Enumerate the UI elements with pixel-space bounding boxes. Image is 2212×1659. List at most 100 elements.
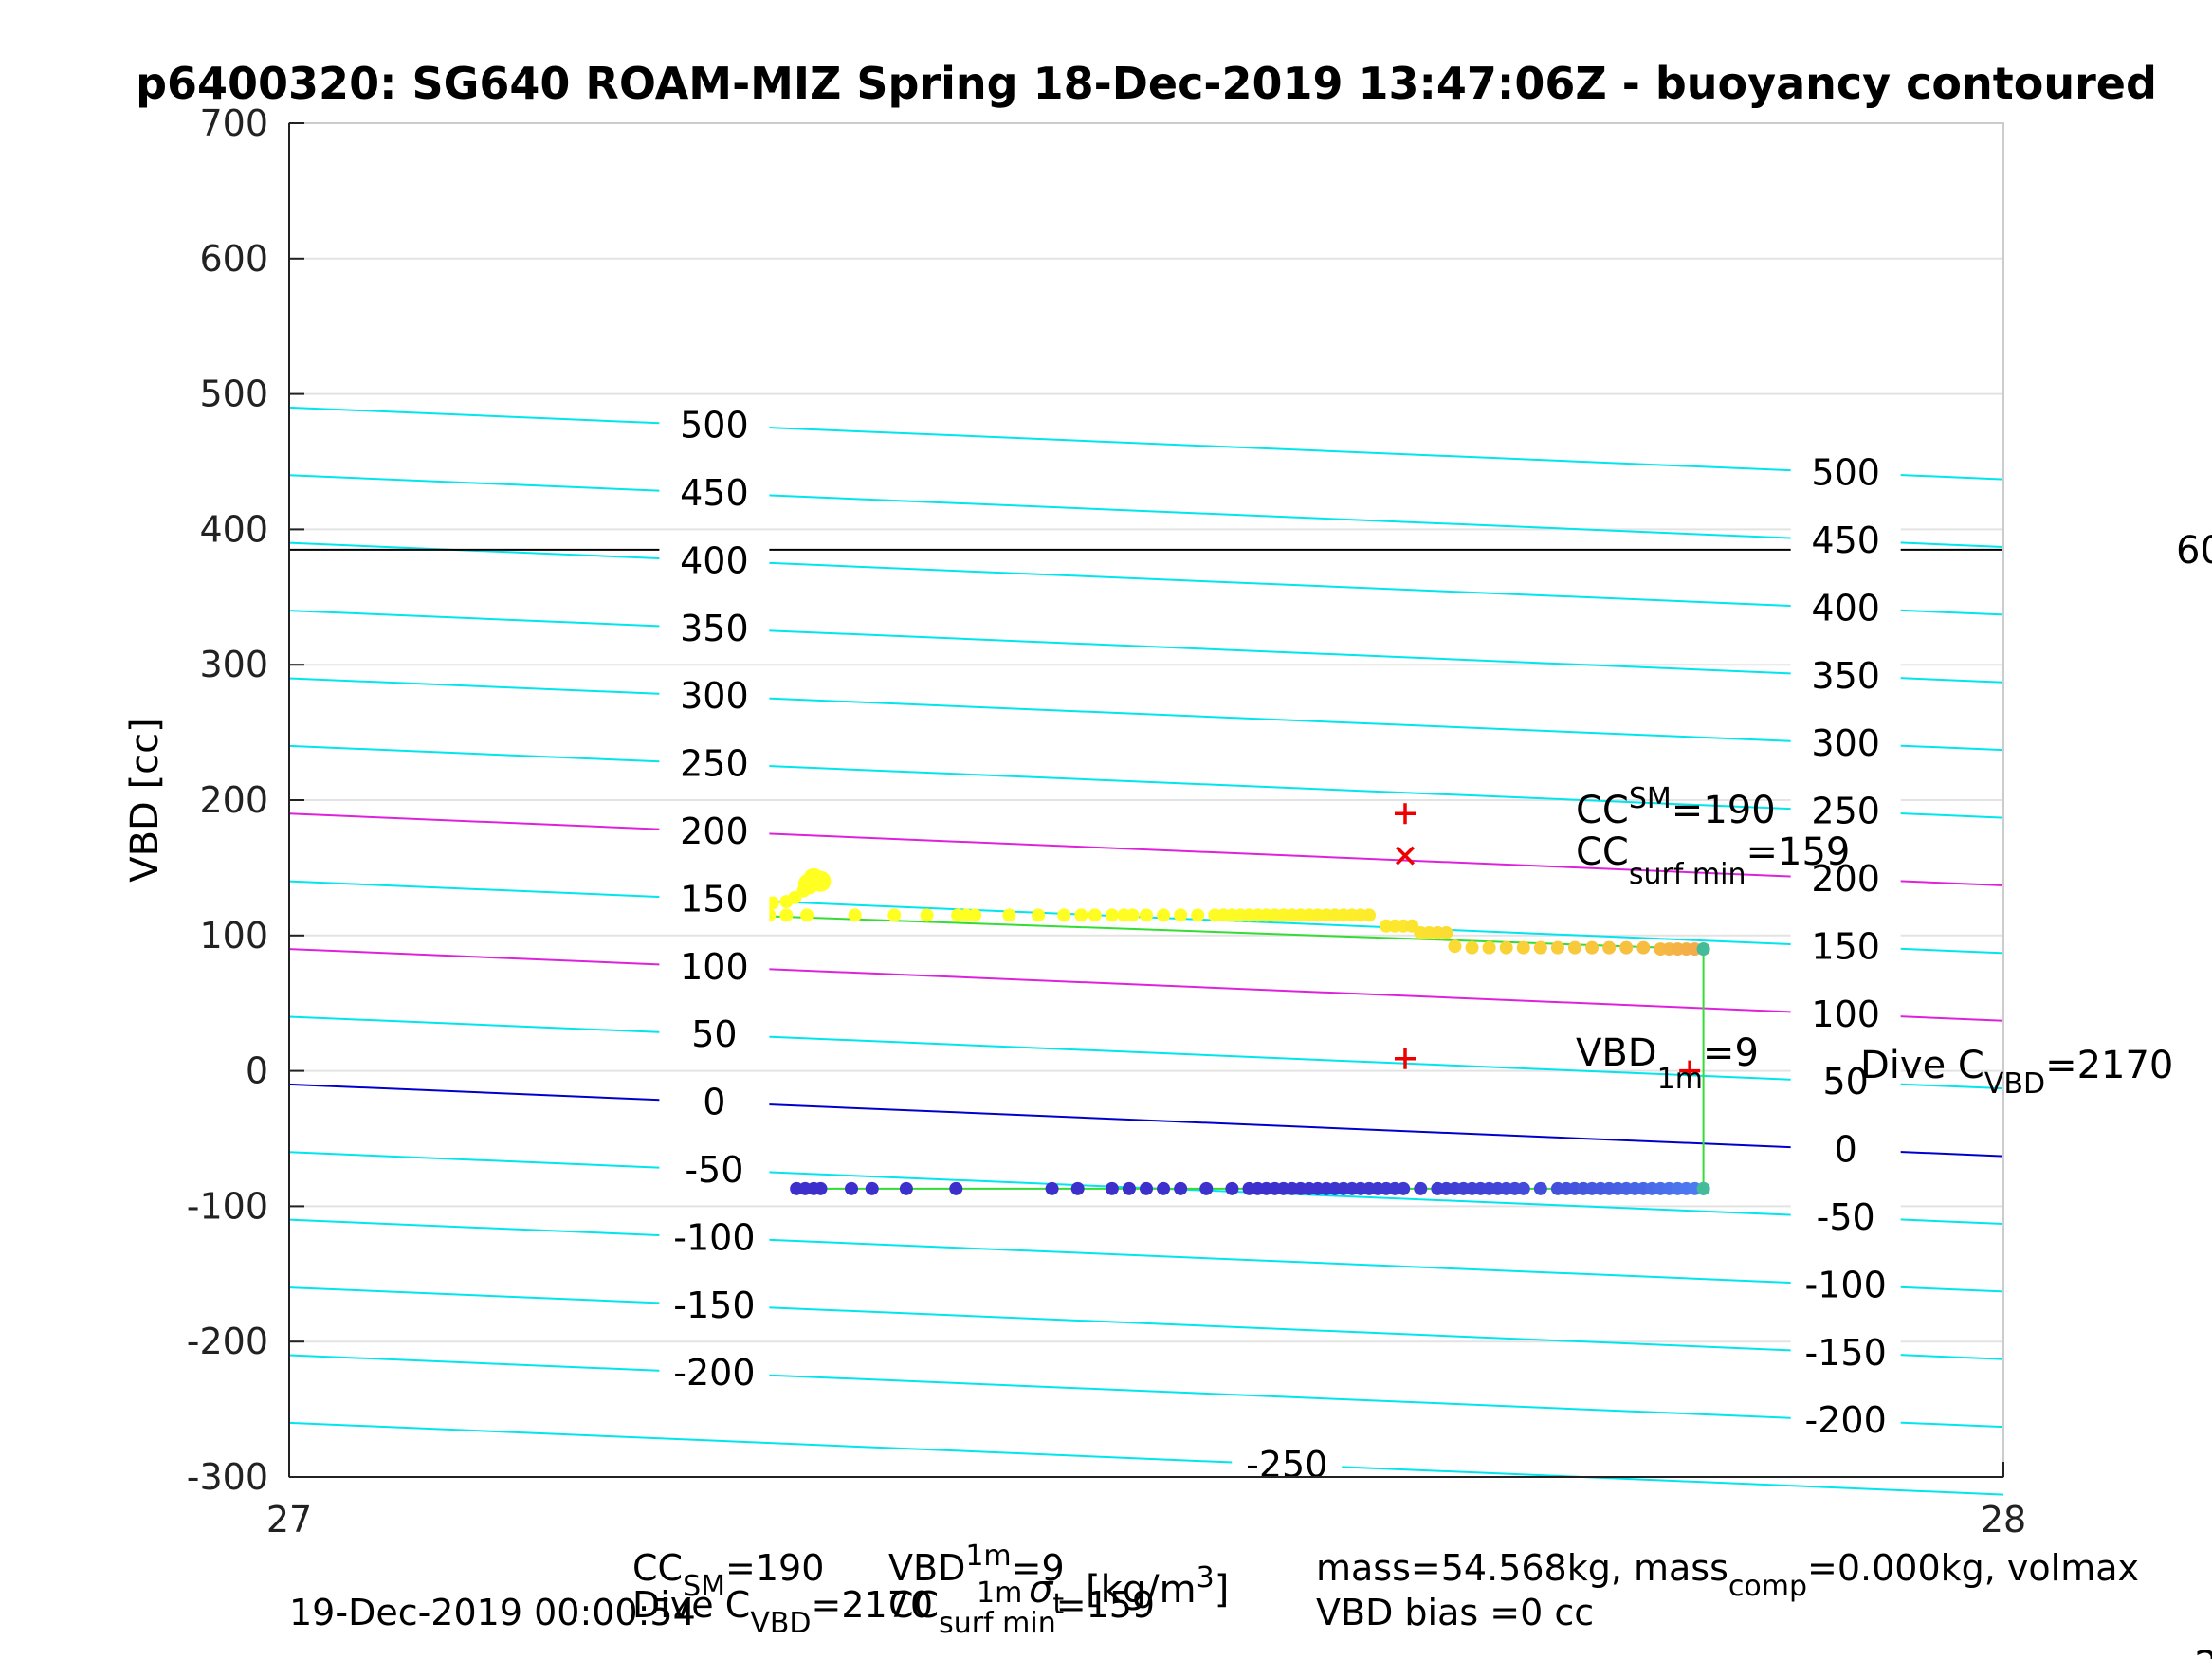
contour-line <box>288 1286 2004 1360</box>
contour-label: 400 <box>1811 587 1880 629</box>
dive-point <box>1122 1181 1136 1195</box>
cc-sm-base: CC <box>1576 789 1629 832</box>
x-unit-sup: 3 <box>1197 1561 1215 1595</box>
contour-line <box>288 1354 2004 1429</box>
footer-dive-c: Dive CVBD=2170 <box>632 1584 933 1640</box>
climb-point <box>920 908 934 922</box>
cc-surf-value: =159 <box>1746 830 1851 874</box>
contour-label: 150 <box>680 878 749 920</box>
footer-cc-sm-base: CC <box>632 1547 683 1589</box>
dive-point <box>1414 1181 1428 1195</box>
contour-label-bg <box>659 1280 770 1328</box>
contour-label-bg <box>1232 1439 1343 1487</box>
dive-point <box>949 1181 963 1195</box>
contour-label-bg <box>659 400 770 448</box>
y-tick-label: -100 <box>187 1185 268 1227</box>
dive-point <box>1533 1181 1547 1195</box>
dive-c-annotation-sub: VBD <box>1984 1067 2045 1101</box>
climb-point <box>1448 939 1462 954</box>
y-tick-label: 600 <box>199 238 268 280</box>
climb-point <box>1439 925 1453 939</box>
y-tick-label: -300 <box>187 1456 268 1498</box>
contour-label-bg <box>1790 854 1901 902</box>
contour-label-bg <box>659 807 770 855</box>
climb-point <box>1157 908 1171 922</box>
plus-marker <box>1679 1060 1701 1082</box>
bottom-right-label: -20 <box>2181 1644 2212 1659</box>
contour-label-bg <box>659 1145 770 1194</box>
y-tick-label: 400 <box>199 508 268 550</box>
contour-line <box>288 677 2004 752</box>
contour-label: -100 <box>1805 1264 1887 1305</box>
footer-cc-sm: CCSM=190 <box>632 1547 824 1603</box>
climb-point <box>1482 940 1496 955</box>
contour-label: -250 <box>1246 1444 1327 1486</box>
dive-point <box>1140 1181 1153 1195</box>
contour-label-bg <box>1790 989 1901 1037</box>
contour-label-bg <box>659 1010 770 1058</box>
climb-point <box>1362 908 1377 922</box>
contour-label: -50 <box>1817 1196 1875 1238</box>
climb-point <box>1602 940 1617 955</box>
contour-label: 500 <box>680 405 749 447</box>
cc-sm-value: =190 <box>1672 789 1776 832</box>
footer-cc-surf-base: CC <box>888 1584 939 1626</box>
contour-label: 50 <box>691 1013 737 1055</box>
climb-point <box>1105 908 1119 922</box>
dive-point <box>1397 1181 1411 1195</box>
contour-line <box>288 406 2004 481</box>
climb-point <box>1140 908 1153 922</box>
dive-point <box>1174 1181 1188 1195</box>
contour-label: 150 <box>1811 925 1880 967</box>
contour-line <box>288 610 2004 684</box>
dive-point <box>1070 1181 1085 1195</box>
contour-label-bg <box>659 603 770 651</box>
contour-line <box>288 1421 2004 1496</box>
contour-label: -100 <box>673 1216 755 1258</box>
contour-label-bg <box>1790 1193 1901 1241</box>
contour-label: 450 <box>680 472 749 514</box>
footer-cc-surf-value: =159 <box>1056 1584 1155 1626</box>
dive-c-annotation-value: =2170 <box>2045 1044 2173 1087</box>
climb-point <box>1619 940 1634 955</box>
contour-label-bg <box>659 671 770 720</box>
contour-label: 250 <box>1811 791 1880 832</box>
contour-label: 100 <box>680 946 749 988</box>
dive-point <box>1045 1181 1059 1195</box>
contour-label-bg <box>659 1212 770 1261</box>
climb-point <box>1032 908 1046 922</box>
climb-point <box>1057 908 1071 922</box>
contour-label: -200 <box>1805 1399 1887 1441</box>
dive-point <box>1199 1181 1214 1195</box>
vbd-1m-value: =9 <box>1703 1031 1759 1075</box>
climb-point <box>1191 908 1205 922</box>
contour-label: 450 <box>1811 520 1880 561</box>
contour-labels: 5005004504504004003503503003002502502002… <box>659 400 1901 1487</box>
climb-point <box>1585 940 1600 955</box>
x-label-sub: t <box>1052 1588 1064 1621</box>
contour-label-bg <box>659 874 770 922</box>
contour-label-bg <box>1790 921 1901 970</box>
climb-point <box>1568 940 1581 955</box>
dive-point <box>1225 1181 1239 1195</box>
dive-point <box>814 1181 828 1195</box>
contour-lines <box>288 406 2004 1496</box>
vbd-1m-base: VBD <box>1576 1031 1657 1075</box>
footer-dive-c-value: =2170 <box>812 1584 934 1626</box>
contour-label: 200 <box>1811 858 1880 900</box>
contour-label-bg <box>1790 719 1901 767</box>
y-tick-label: 700 <box>199 102 268 144</box>
plus-marker <box>1395 803 1417 825</box>
climb-point <box>1125 908 1140 922</box>
footer-cc-sm-value: =190 <box>725 1547 824 1589</box>
dive-point <box>899 1181 913 1195</box>
vbd-1m-sub: 1m <box>1657 1063 1703 1096</box>
dive-point <box>1105 1181 1119 1195</box>
contour-label-bg <box>659 738 770 787</box>
contour-label-bg <box>1790 1057 1901 1105</box>
contour-line <box>288 474 2004 548</box>
climb-point <box>1074 908 1088 922</box>
contour-label: 200 <box>680 811 749 852</box>
contour-label-bg <box>1790 447 1901 496</box>
